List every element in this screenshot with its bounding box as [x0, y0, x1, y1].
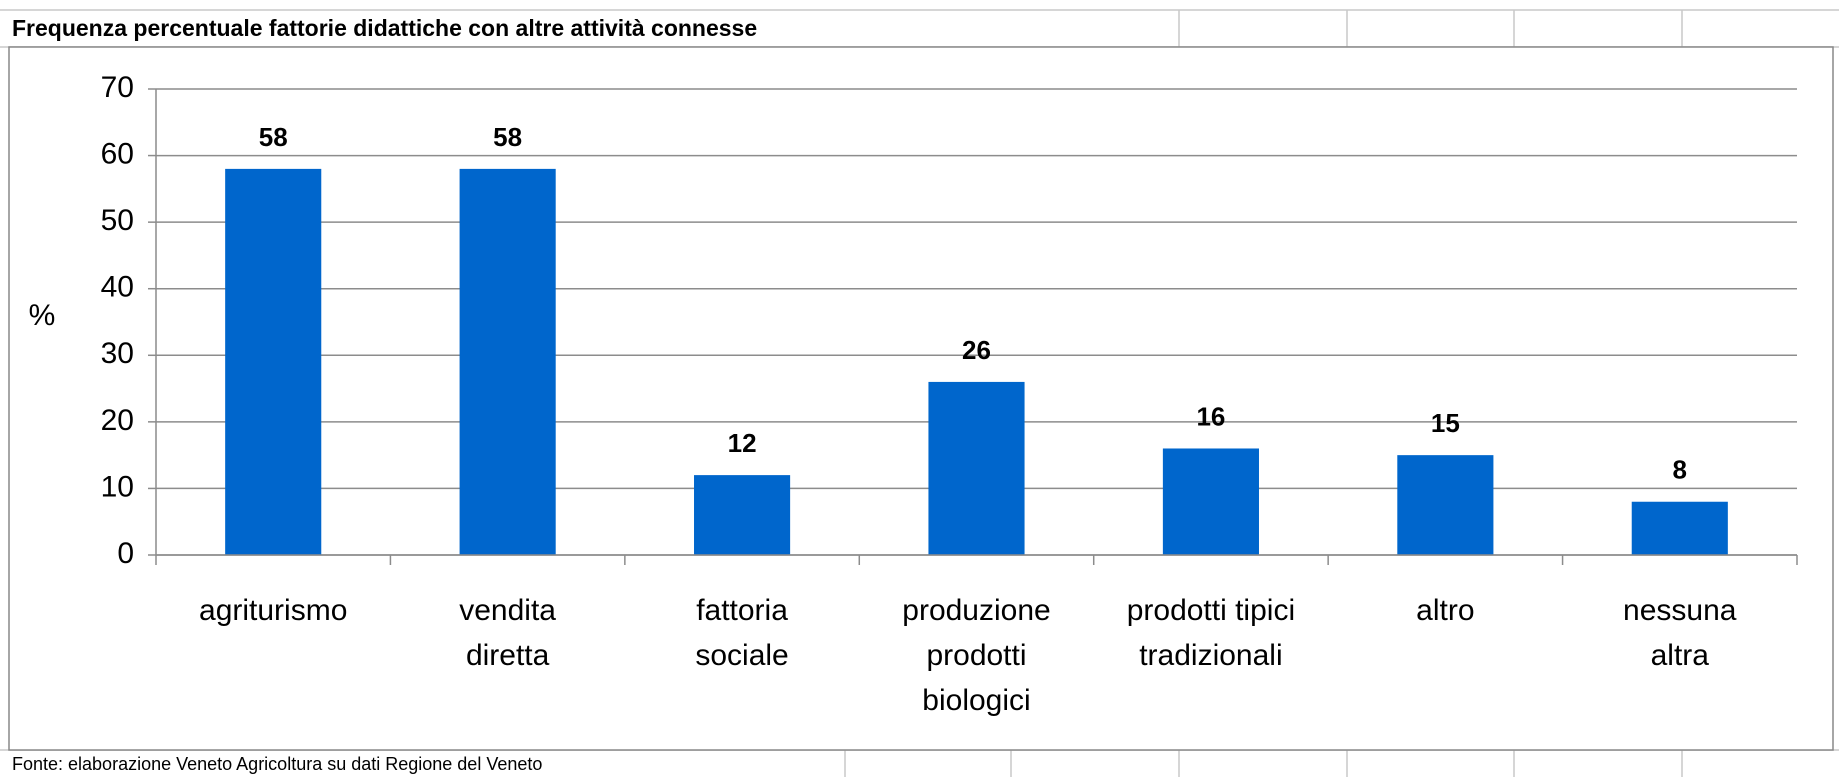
data-label: 8 — [1673, 455, 1687, 485]
bar — [225, 168, 322, 555]
chart-title: Frequenza percentuale fattorie didattich… — [12, 15, 757, 41]
y-tick-label: 10 — [101, 470, 134, 503]
data-label: 58 — [259, 122, 288, 152]
data-label: 26 — [962, 335, 991, 365]
x-tick-label: nessuna altra — [1623, 594, 1737, 672]
data-label: 15 — [1431, 408, 1460, 438]
bar — [1397, 455, 1494, 555]
x-tick-label: prodotti tipici tradizionali — [1126, 594, 1296, 672]
bar — [928, 381, 1025, 555]
data-label: 16 — [1196, 401, 1225, 431]
x-tick-label: agriturismo — [199, 594, 348, 627]
x-tick-label: altro — [1416, 594, 1475, 627]
y-tick-label: 60 — [101, 137, 134, 170]
y-tick-label: 40 — [101, 271, 134, 304]
data-label: 58 — [493, 122, 522, 152]
bar — [694, 475, 791, 555]
x-tick-label: produzione prodotti biologici — [902, 594, 1051, 717]
bar — [459, 168, 556, 555]
bar — [1162, 448, 1259, 555]
source-note: Fonte: elaborazione Veneto Agricoltura s… — [12, 754, 542, 774]
x-tick-label: vendita diretta — [459, 594, 556, 672]
y-axis-label: % — [29, 299, 56, 332]
y-tick-label: 30 — [101, 337, 134, 370]
y-tick-label: 70 — [101, 71, 134, 104]
y-tick-label: 20 — [101, 404, 134, 437]
x-tick-label: fattoria sociale — [695, 594, 789, 672]
y-tick-label: 0 — [117, 537, 134, 570]
bar — [1631, 501, 1728, 555]
data-label: 12 — [728, 428, 757, 458]
y-tick-label: 50 — [101, 204, 134, 237]
